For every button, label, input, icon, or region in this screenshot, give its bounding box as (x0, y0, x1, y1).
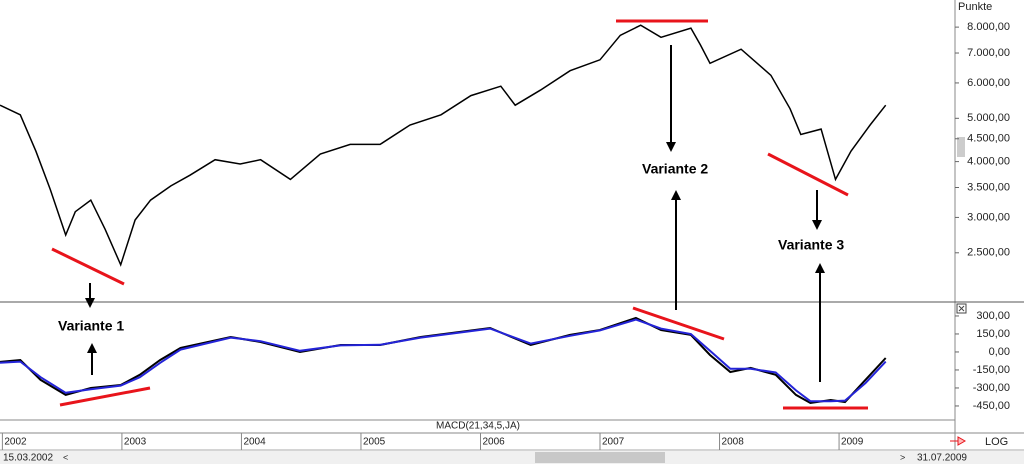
panel-title: MACD(21,34,5,JA) (436, 421, 520, 432)
y-tick-label: 0,00 (989, 346, 1010, 358)
x-tick-label: 2003 (124, 437, 147, 448)
series-line (0, 24, 887, 267)
y-tick-label: 7.000,00 (967, 47, 1010, 59)
scroll-handle[interactable] (957, 137, 965, 157)
range-end: 31.07.2009 (917, 453, 967, 464)
x-tick-label: 2004 (243, 437, 266, 448)
y-tick-label: 4.500,00 (967, 133, 1010, 145)
trend-line (59, 386, 151, 407)
y-tick-label: 3.000,00 (967, 211, 1010, 223)
scale-mode[interactable]: LOG (985, 436, 1008, 448)
y-tick-label: -300,00 (973, 382, 1010, 394)
x-tick-label: 2009 (841, 437, 864, 448)
y-tick-label: 3.500,00 (967, 181, 1010, 193)
annotation: Variante 3 (778, 237, 844, 253)
x-tick-label: 2005 (363, 437, 386, 448)
y-tick-label: -450,00 (973, 400, 1010, 412)
series-line (0, 318, 887, 403)
x-tick-label: 2006 (482, 437, 505, 448)
y-tick-label: 4.000,00 (967, 156, 1010, 168)
scrollbar[interactable] (0, 451, 1024, 464)
annotation: Variante 1 (58, 318, 124, 334)
close-icon (958, 305, 965, 312)
y-tick-label: -150,00 (973, 364, 1010, 376)
x-tick-label: 2007 (602, 437, 625, 448)
trend-line (767, 152, 849, 197)
annotation: Variante 2 (642, 161, 708, 177)
scroll-left[interactable]: < (63, 452, 68, 462)
x-tick-label: 2002 (4, 437, 27, 448)
y-tick-label: 5.000,00 (967, 112, 1010, 124)
y-tick-label: 8.000,00 (967, 21, 1010, 33)
trend-line (632, 306, 725, 341)
y-tick-label: 300,00 (976, 310, 1010, 322)
plots: 200220032004200520062007200820092010 (0, 24, 887, 450)
y-tick-label: 6.000,00 (967, 77, 1010, 89)
scrollbar-thumb[interactable] (535, 452, 665, 463)
y-axis-label: Punkte (958, 1, 992, 13)
y-tick-label: 150,00 (976, 328, 1010, 340)
range-start: 15.03.2002 (3, 453, 53, 464)
trend-line (51, 247, 125, 286)
scroll-arrow[interactable] (950, 436, 967, 446)
scroll-right[interactable]: > (900, 452, 905, 462)
x-tick-label: 2008 (722, 437, 745, 448)
y-tick-label: 2.500,00 (967, 247, 1010, 259)
